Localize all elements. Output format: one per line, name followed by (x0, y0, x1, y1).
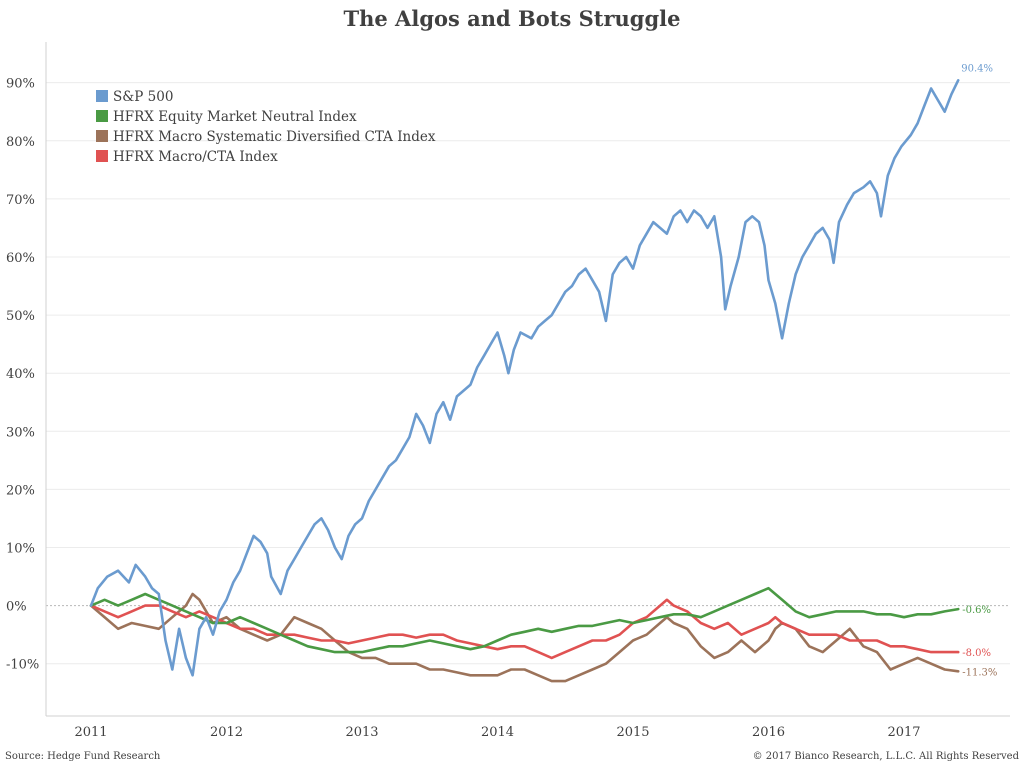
legend-swatch (96, 150, 108, 162)
y-tick-label: 10% (6, 542, 35, 557)
y-tick-label: 20% (6, 483, 35, 498)
chart-title: The Algos and Bots Struggle (343, 6, 680, 31)
y-tick-label: 70% (6, 193, 35, 208)
source-note: Source: Hedge Fund Research (5, 751, 161, 762)
series-end-label: -11.3% (962, 667, 997, 678)
x-tick-label: 2014 (481, 725, 514, 740)
x-tick-label: 2013 (345, 725, 378, 740)
y-tick-label: 30% (6, 425, 35, 440)
x-tick-labels: 2011 2012 2013 2014 2015 2016 2017 (74, 725, 920, 740)
y-tick-label: 0% (6, 600, 27, 615)
y-tick-labels: -10% 0% 10% 20% 30% 40% 50% 60% 70% 80% 90% (6, 77, 39, 673)
y-tick-label: 90% (6, 77, 35, 92)
series-end-label: -8.0% (962, 648, 991, 659)
legend-label: HFRX Equity Market Neutral Index (113, 109, 357, 125)
y-tick-label: 40% (6, 367, 35, 382)
series-end-label: 90.4% (961, 63, 993, 74)
x-tick-label: 2012 (210, 725, 243, 740)
series-end-labels: 90.4% -0.6% -11.3% -8.0% (961, 63, 997, 678)
copyright-note: © 2017 Bianco Research, L.L.C. All Right… (753, 751, 1020, 762)
series-line (89, 592, 960, 683)
legend-label: HFRX Macro Systematic Diversified CTA In… (113, 129, 436, 145)
y-tick-label: 60% (6, 251, 35, 266)
legend-swatch (96, 90, 108, 102)
gridlines (46, 82, 1010, 665)
x-tick-label: 2017 (887, 725, 920, 740)
series-end-label: -0.6% (962, 605, 991, 616)
x-tick-label: 2011 (74, 725, 107, 740)
series-line (89, 586, 960, 654)
series-line (89, 79, 960, 677)
axes (45, 42, 1010, 717)
legend-label: S&P 500 (113, 89, 173, 105)
series-lines (89, 79, 960, 683)
x-tick-label: 2015 (616, 725, 649, 740)
y-tick-label: 80% (6, 135, 35, 150)
legend-label: HFRX Macro/CTA Index (113, 149, 278, 165)
legend: S&P 500 HFRX Equity Market Neutral Index H… (96, 89, 436, 165)
y-tick-label: -10% (6, 658, 39, 673)
x-tick-label: 2016 (752, 725, 785, 740)
legend-swatch (96, 130, 108, 142)
legend-swatch (96, 110, 108, 122)
y-tick-label: 50% (6, 309, 35, 324)
series-line (89, 598, 960, 660)
